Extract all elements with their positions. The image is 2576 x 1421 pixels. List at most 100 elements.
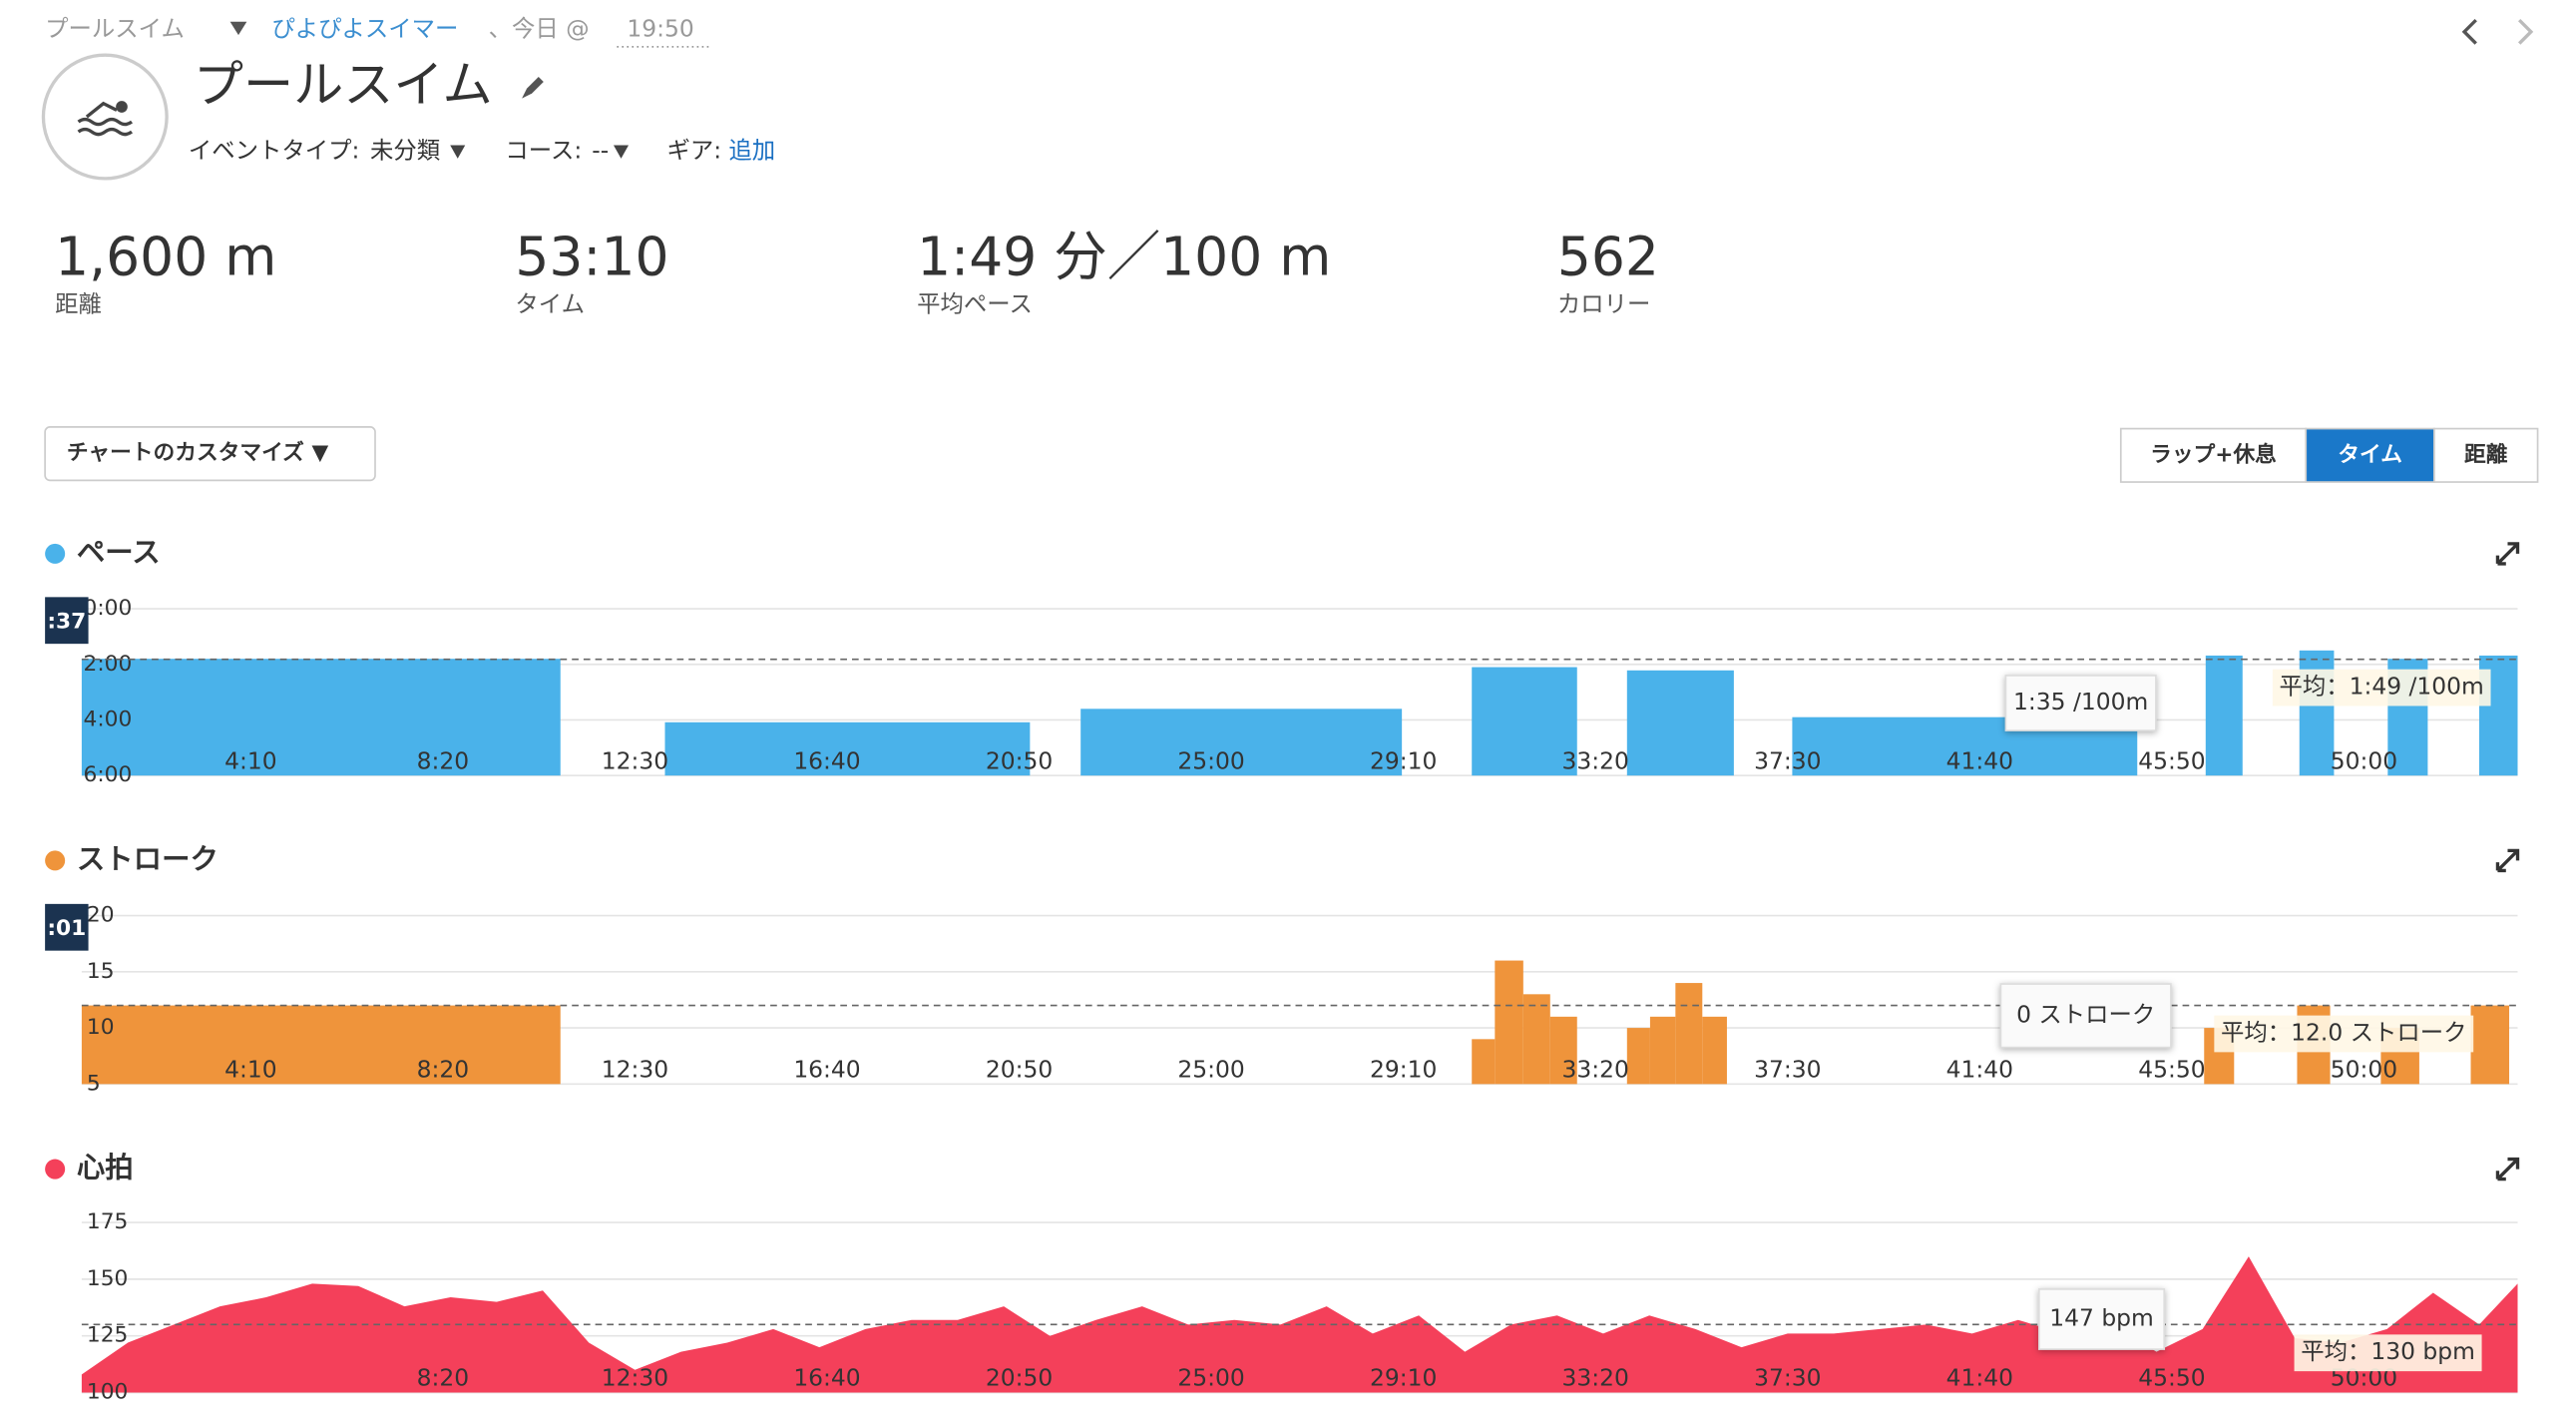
toggle-option-label[interactable]: 距離	[2464, 441, 2508, 467]
x-tick-label: 37:30	[1754, 1055, 1821, 1083]
average-label: 平均：130 bpm	[2301, 1337, 2475, 1365]
bar	[1495, 960, 1523, 1085]
expand-arrow	[2495, 1157, 2520, 1182]
bar	[2205, 655, 2243, 776]
x-tick-label: 4:10	[224, 746, 277, 774]
x-tick-label: 41:40	[1946, 1055, 2013, 1083]
bar	[1472, 1039, 1496, 1085]
stat-value: 1,600 m	[55, 225, 276, 287]
legend-dot	[45, 1159, 66, 1180]
stat-label: カロリー	[1557, 289, 1651, 317]
y-tick-label: 4:00	[84, 707, 133, 731]
y-tick-label: 175	[87, 1209, 128, 1234]
edit-icon[interactable]	[522, 76, 544, 99]
bar	[1649, 1016, 1676, 1085]
x-tick-label: 12:30	[602, 1364, 668, 1392]
course-label: コース:	[505, 137, 582, 165]
cursor-label: :37	[47, 609, 86, 634]
x-tick-label: 45:50	[2138, 746, 2205, 774]
next-arrow[interactable]	[2517, 18, 2534, 45]
breadcrumb-time[interactable]: 19:50	[627, 15, 693, 43]
tooltip-text: 1:35 /100m	[2013, 688, 2148, 715]
toggle-option[interactable]	[2433, 427, 2539, 483]
chart-title: ペース	[77, 536, 161, 569]
stat-label: 平均ペース	[917, 289, 1033, 317]
average-label-bg	[2214, 1015, 2474, 1053]
dropdown-arrow[interactable]	[229, 21, 247, 36]
x-tick-label: 37:30	[1754, 746, 1821, 774]
x-tick-label: 29:10	[1370, 1055, 1437, 1083]
y-tick-label: 5	[87, 1071, 101, 1096]
tooltip-text: 147 bpm	[2049, 1303, 2154, 1331]
bar	[1702, 1016, 1727, 1085]
tooltip-text: 0 ストローク	[2016, 1000, 2155, 1028]
charts: ペース 0:00 2:00 4:00 6:00 4:10 8:20 12:30 16:40 20:…	[45, 536, 2520, 1405]
prev-arrow[interactable]	[2461, 18, 2477, 45]
toggle-option[interactable]	[2119, 427, 2308, 483]
x-tick-label: 33:20	[1562, 1364, 1629, 1392]
stat-label: タイム	[515, 289, 585, 317]
chart-title: 心拍	[77, 1152, 134, 1184]
x-tick-label: 16:40	[793, 1364, 860, 1392]
stat-value: 1:49 分／100 m	[917, 225, 1331, 287]
swim-icon	[77, 101, 134, 137]
x-tick-label: 41:40	[1946, 1364, 2013, 1392]
stat-value: 53:10	[515, 225, 668, 287]
average-label: 平均：1:49 /100m	[2280, 673, 2484, 701]
toggle-option-label[interactable]: ラップ+休息	[2150, 441, 2277, 467]
gear-label: ギア:	[666, 137, 721, 165]
gear-add[interactable]: 追加	[728, 137, 775, 165]
customize-button-label[interactable]: チャートのカスタマイズ ▼	[67, 440, 329, 466]
tooltip-box	[2004, 675, 2157, 731]
breadcrumb-activity[interactable]: プールスイム	[45, 15, 185, 43]
chart-panel: ストローク 5 10 15 20 4:10 8:20 12:30 16:40 20:50 25:00…	[45, 842, 2520, 1096]
bar	[1549, 1016, 1577, 1085]
bar	[1626, 1028, 1650, 1085]
customize-button[interactable]	[44, 426, 376, 482]
x-tick-label: 12:30	[602, 746, 668, 774]
chart-title: ストローク	[77, 842, 218, 875]
x-tick-label: 20:50	[986, 1055, 1053, 1083]
y-tick-label: 125	[87, 1323, 128, 1348]
x-tick-label: 25:00	[1177, 1364, 1244, 1392]
y-tick-label: 15	[87, 959, 115, 984]
x-tick-label: 25:00	[1177, 1055, 1244, 1083]
dropdown-arrow[interactable]	[450, 145, 466, 159]
expand-icon[interactable]	[2495, 542, 2520, 566]
dropdown-arrow[interactable]	[614, 145, 630, 159]
bar	[2299, 650, 2335, 776]
x-tick-label: 8:20	[417, 746, 470, 774]
event-type[interactable]: 未分類	[370, 137, 440, 165]
average-label-bg	[2272, 669, 2491, 707]
x-tick-label: 16:40	[793, 1055, 860, 1083]
expand-arrow	[2495, 848, 2520, 873]
course[interactable]: --	[592, 137, 609, 165]
x-tick-label: 45:50	[2138, 1055, 2205, 1083]
bar	[664, 721, 1031, 776]
x-tick-label: 4:10	[224, 1055, 277, 1083]
bar	[1472, 667, 1577, 776]
chart-panel: 心拍 100 125 150 175 8:20 12:30 16:40 20:50 25:00 29…	[45, 1152, 2520, 1405]
x-tick-label: 50:00	[2331, 1055, 2397, 1083]
y-tick-label: 2:00	[84, 652, 133, 677]
toggle-option-label[interactable]: タイム	[2338, 442, 2402, 467]
bar	[1675, 983, 1703, 1085]
bar	[81, 1005, 561, 1085]
expand-icon[interactable]	[2495, 848, 2520, 873]
x-tick-label: 20:50	[986, 1364, 1053, 1392]
bar	[1626, 670, 1734, 776]
cursor-label: :01	[47, 916, 86, 941]
bar	[1522, 994, 1550, 1085]
x-tick-label: 16:40	[793, 746, 860, 774]
stat-label: 距離	[55, 289, 102, 317]
legend-dot	[45, 543, 66, 564]
y-tick-label: 0:00	[84, 596, 133, 621]
activity-title: プールスイム	[194, 55, 493, 114]
x-tick-label: 33:20	[1562, 1055, 1629, 1083]
breadcrumb-user[interactable]: ぴよぴよスイマー	[271, 15, 458, 43]
x-tick-label: 29:10	[1370, 1364, 1437, 1392]
expand-icon[interactable]	[2495, 1157, 2520, 1182]
x-tick-label: 33:20	[1562, 746, 1629, 774]
